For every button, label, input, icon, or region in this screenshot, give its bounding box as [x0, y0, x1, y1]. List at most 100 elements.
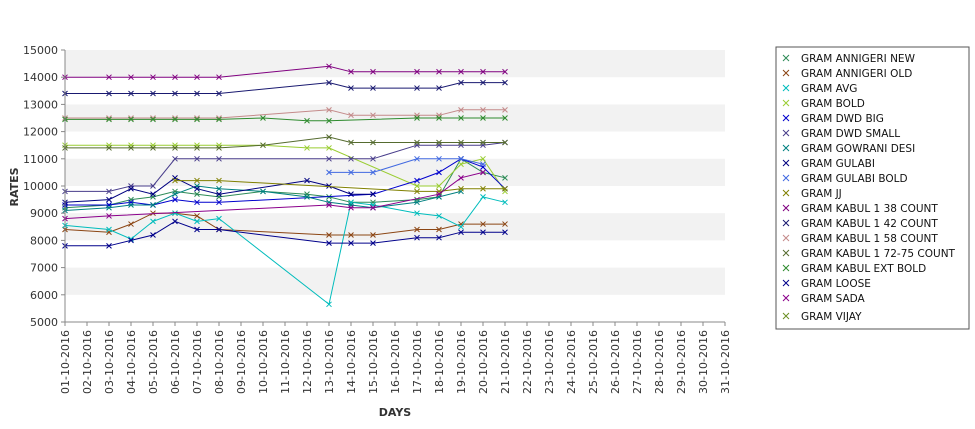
data-point [502, 174, 508, 181]
data-point [458, 139, 464, 146]
y-tick-label: 6000 [30, 289, 58, 302]
data-point [458, 68, 464, 75]
data-point [128, 116, 134, 123]
data-point [436, 139, 442, 146]
data-point [326, 134, 332, 140]
data-point [370, 68, 376, 75]
data-point [194, 155, 200, 162]
legend-item: GRAM KABUL 1 72-75 COUNT [782, 248, 956, 260]
data-point [216, 155, 222, 162]
data-point [436, 169, 442, 176]
data-point [480, 79, 486, 86]
legend-item: GRAM DWD SMALL [782, 128, 900, 140]
legend-item: GRAM GULABI BOLD [782, 173, 908, 185]
data-point [172, 145, 178, 151]
data-point [106, 116, 112, 123]
data-point [216, 185, 222, 192]
data-point [194, 213, 200, 219]
data-point [458, 174, 464, 181]
legend-item: GRAM ANNIGERI NEW [782, 53, 916, 65]
data-point [106, 226, 112, 233]
legend-label: GRAM AVG [801, 83, 857, 95]
x-tick-label: 24-10-2016 [565, 330, 578, 394]
data-point [150, 191, 156, 198]
x-tick-label: 09-10-2016 [235, 330, 248, 394]
legend-label: GRAM KABUL 1 58 COUNT [801, 233, 938, 245]
data-point [458, 185, 464, 192]
data-point [370, 232, 376, 238]
x-tick-label: 01-10-2016 [59, 330, 72, 394]
y-tick-label: 10000 [23, 180, 58, 193]
legend-item: GRAM KABUL 1 42 COUNT [782, 218, 938, 230]
x-tick-label: 08-10-2016 [213, 330, 226, 394]
grid-band [65, 213, 725, 241]
axes: 5000 6000 7000 8000 9000 10000 11000 12000 13000… [23, 44, 732, 394]
data-point [782, 69, 790, 77]
data-point [194, 191, 200, 198]
legend-item: GRAM VIJAY [782, 311, 862, 323]
series-gram-avg [62, 194, 508, 308]
legend-item: GRAM JJ [782, 188, 842, 200]
x-tick-label: 21-10-2016 [499, 330, 512, 394]
data-point [436, 85, 442, 91]
data-point [326, 155, 332, 162]
data-point [326, 169, 332, 176]
data-point [172, 191, 178, 198]
data-point [216, 226, 222, 233]
data-point [414, 177, 420, 184]
data-point [106, 188, 112, 195]
y-tick-label: 8000 [30, 234, 58, 247]
y-tick-label: 15000 [23, 44, 58, 57]
data-point [348, 85, 354, 91]
data-point [370, 169, 376, 176]
data-point [480, 194, 486, 200]
x-tick-label: 31-10-2016 [719, 330, 732, 394]
data-point [436, 226, 442, 233]
data-point [458, 115, 464, 121]
series-line [65, 136, 505, 149]
grid-band [65, 267, 725, 295]
data-point [260, 142, 266, 149]
data-point [194, 226, 200, 233]
data-point [150, 145, 156, 151]
legend-item: GRAM SADA [782, 293, 866, 305]
data-point [458, 161, 464, 168]
data-point [370, 191, 376, 198]
data-point [480, 155, 486, 162]
x-tick-label: 15-10-2016 [367, 330, 380, 394]
data-point [502, 79, 508, 86]
data-point [348, 169, 354, 176]
data-point [216, 90, 222, 97]
x-tick-label: 04-10-2016 [125, 330, 138, 394]
y-tick-label: 7000 [30, 262, 58, 275]
y-tick-label: 9000 [30, 207, 58, 220]
data-point [782, 159, 790, 167]
data-point [128, 202, 134, 208]
data-point [172, 90, 178, 97]
x-tick-label: 05-10-2016 [147, 330, 160, 394]
x-tick-label: 25-10-2016 [587, 330, 600, 394]
x-tick-label: 11-10-2016 [279, 330, 292, 394]
series-gram-kabul-ext-bold [62, 115, 508, 124]
legend-label: GRAM BOLD [801, 98, 865, 110]
legend-label: GRAM SADA [801, 293, 866, 305]
legend-item: GRAM GULABI [782, 158, 875, 170]
legend-label: GRAM JJ [801, 188, 842, 200]
data-point [414, 139, 420, 146]
data-point [480, 169, 486, 176]
data-point [458, 79, 464, 86]
data-point [480, 229, 486, 236]
data-point [172, 155, 178, 162]
data-point [436, 115, 442, 121]
legend-label: GRAM GULABI [801, 158, 875, 170]
data-point [348, 240, 354, 246]
data-point [106, 204, 112, 211]
data-point [106, 196, 112, 203]
y-tick-label: 5000 [30, 316, 58, 329]
data-point [414, 226, 420, 233]
data-point [194, 177, 200, 184]
data-point [326, 183, 332, 189]
x-tick-label: 18-10-2016 [433, 330, 446, 394]
x-tick-label: 16-10-2016 [389, 330, 402, 394]
data-point [502, 139, 508, 146]
